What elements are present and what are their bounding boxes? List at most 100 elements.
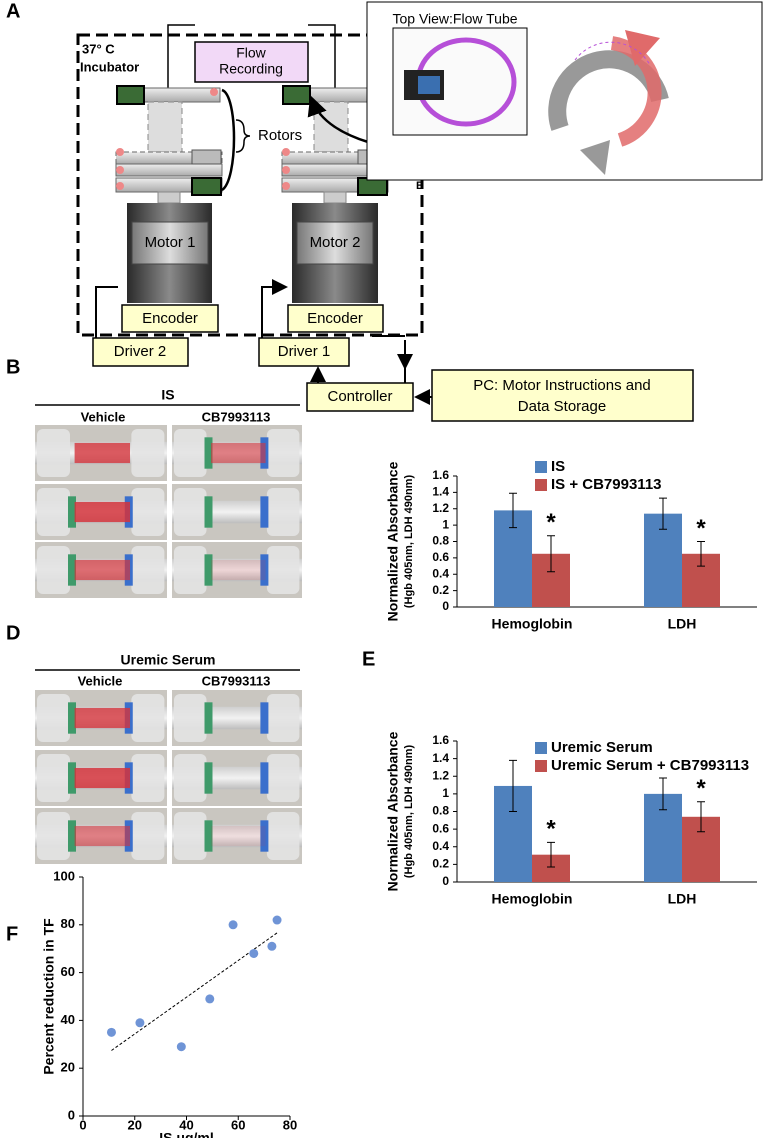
connector [131,812,165,860]
panel-label: B [6,356,20,378]
band [68,496,76,528]
x-tick-label: 40 [179,1117,193,1132]
clot [74,501,131,523]
band [204,496,213,528]
flow-recording-label: Flow [236,45,266,61]
band [68,554,76,586]
rotor-stack [281,85,389,204]
motor-label: Motor 2 [310,234,361,251]
incubator-box [76,33,424,337]
significance: * [546,816,556,843]
connector [131,694,165,742]
error-bar [509,759,517,812]
top-view-label: Top View:Flow Tube [392,11,517,27]
connector [174,546,207,594]
point [228,920,238,930]
y-tick-label: 40 [61,1012,75,1027]
connector [372,335,406,383]
connector [167,24,336,92]
y-tick-label: 1.2 [432,768,449,782]
x-tick-label: 0 [79,1117,86,1132]
y-axis-label: Normalized Absorbance [385,461,401,621]
y-tick-label: 0.4 [432,839,449,853]
connector [37,546,70,594]
pc-label: Data Storage [518,398,606,415]
connector [37,429,70,477]
error-bar [697,801,705,833]
connector [266,546,300,594]
connector [131,429,165,477]
y-tick-label: 0.2 [432,857,449,871]
band [260,762,269,794]
encoder-box [121,304,219,333]
photo-column: CB7993113 [202,409,271,424]
pc-box [431,369,694,422]
x-tick-label: 80 [283,1117,297,1132]
photo-title: IS [161,387,174,403]
x-axis-label: IS μg/ml [159,1130,213,1138]
connector [131,754,165,802]
error-bar [659,777,667,811]
legend-label: Uremic Serum + CB7993113 [551,757,749,774]
flow-recording-box [194,41,309,83]
y-axis-label: (Hgb 405nm, LDH 490nm) [403,475,415,609]
connector [37,754,70,802]
motor-plate [296,221,374,265]
connector [37,694,70,742]
clot [74,825,131,847]
connector [37,488,70,536]
connector [174,694,207,742]
clot [211,559,266,581]
connector [131,546,165,594]
legend-label: IS + CB7993113 [551,476,662,493]
rotors-label: Rotors [258,127,302,144]
y-tick-label: 1.6 [432,733,449,747]
clot [74,559,131,581]
band [204,702,213,734]
y-tick-label: 80 [61,916,75,931]
encoder-label: Encoder [142,310,198,327]
flow-arrow [610,36,662,147]
rotor-stack [115,85,223,204]
clot [211,825,266,847]
clot [74,442,131,464]
photo-column: Vehicle [81,409,126,424]
x-tick-label: LDH [668,891,697,907]
y-tick-label: 0.6 [432,550,449,564]
y-tick-label: 0.8 [432,534,449,548]
clot [211,442,266,464]
device [418,76,440,94]
panel-label: F [6,923,18,945]
encoder-box [287,304,384,333]
legend-label: Uremic Serum [551,739,653,756]
driver-label: Driver 1 [278,343,331,360]
connector [266,754,300,802]
point [205,994,215,1004]
tube [574,41,651,66]
band [68,820,76,852]
x-tick-label: Hemoglobin [492,616,573,632]
point [135,1018,145,1028]
pc-label: PC: Motor Instructions and [473,377,651,394]
band [260,496,269,528]
band [260,702,269,734]
y-tick-label: 60 [61,964,75,979]
legend-swatch [535,461,547,473]
error-bar [697,541,705,567]
trendline [111,932,278,1051]
band [260,554,269,586]
arrow [95,287,284,338]
connector [174,812,207,860]
panel-label: D [6,622,20,644]
panel-label: E [362,648,375,670]
connector [37,812,70,860]
photo-title: Uremic Serum [121,652,216,668]
band [68,762,76,794]
photo-grid [35,425,302,864]
significance: * [696,515,706,542]
motor-label: Motor 1 [145,234,196,251]
y-tick-label: 1.2 [432,501,449,515]
connector [266,488,300,536]
y-tick-label: 1.4 [432,751,449,765]
error-bar [659,497,667,530]
